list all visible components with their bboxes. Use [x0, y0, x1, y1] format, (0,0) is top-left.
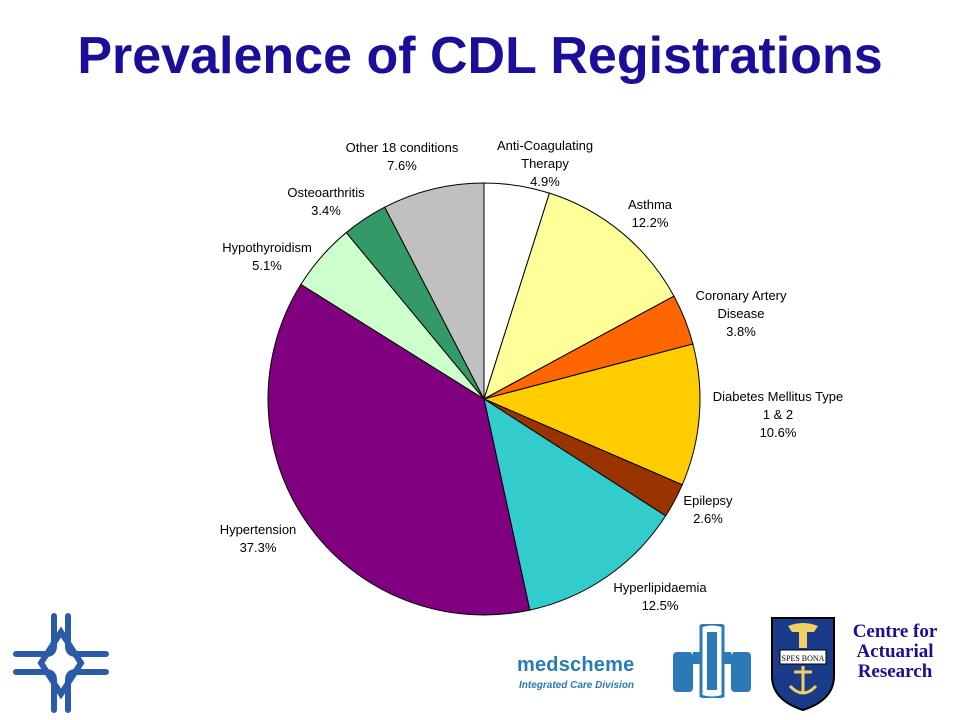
medscheme-logo-text: medscheme [517, 654, 635, 676]
page-title: Prevalence of CDL Registrations [77, 27, 883, 85]
pie-slice-5 [483, 397, 667, 611]
pie-label-5: Hyperlipidaemia 12.5% [613, 580, 707, 613]
crest-motto: SPES BONA [782, 654, 825, 663]
pie-chart: Anti-Coagulating Therapy 4.9% Asthma 12.2% Co… [220, 138, 844, 616]
pie-label-0: Anti-Coagulating Therapy 4.9% [497, 138, 593, 189]
pie-label-6: Hypertension 37.3% [220, 522, 297, 555]
pie-label-4: Epilepsy 2.6% [683, 493, 733, 526]
centre-for-actuarial-research-text: Centre for Actuarial Research [838, 622, 952, 682]
pie-label-2: Coronary Artery Disease 3.8% [695, 288, 787, 339]
pie-label-1: Asthma 12.2% [628, 197, 673, 230]
medscheme-subtitle: Integrated Care Division [519, 680, 635, 691]
pie-slice-3 [482, 343, 701, 486]
pie-slice-1 [483, 192, 675, 401]
car-line-2: Actuarial [856, 641, 934, 662]
pie-labels: Anti-Coagulating Therapy 4.9% Asthma 12.2% Co… [220, 138, 844, 613]
pie-label-3: Diabetes Mellitus Type 1 & 2 10.6% [713, 389, 844, 440]
medical-cross-logo-icon [13, 613, 109, 713]
pie-slices [267, 182, 701, 616]
pie-label-9: Other 18 conditions 7.6% [346, 140, 459, 173]
pie-slice-9 [384, 182, 485, 400]
pie-slice-6 [267, 283, 531, 616]
car-line-1: Centre for [852, 621, 938, 642]
uct-crest-icon: SPES BONA [771, 617, 835, 712]
medscheme-mark-icon [673, 624, 751, 698]
car-line-3: Research [857, 661, 933, 682]
pie-label-8: Osteoarthritis 3.4% [287, 185, 365, 218]
pie-label-7: Hypothyroidism 5.1% [222, 240, 312, 273]
